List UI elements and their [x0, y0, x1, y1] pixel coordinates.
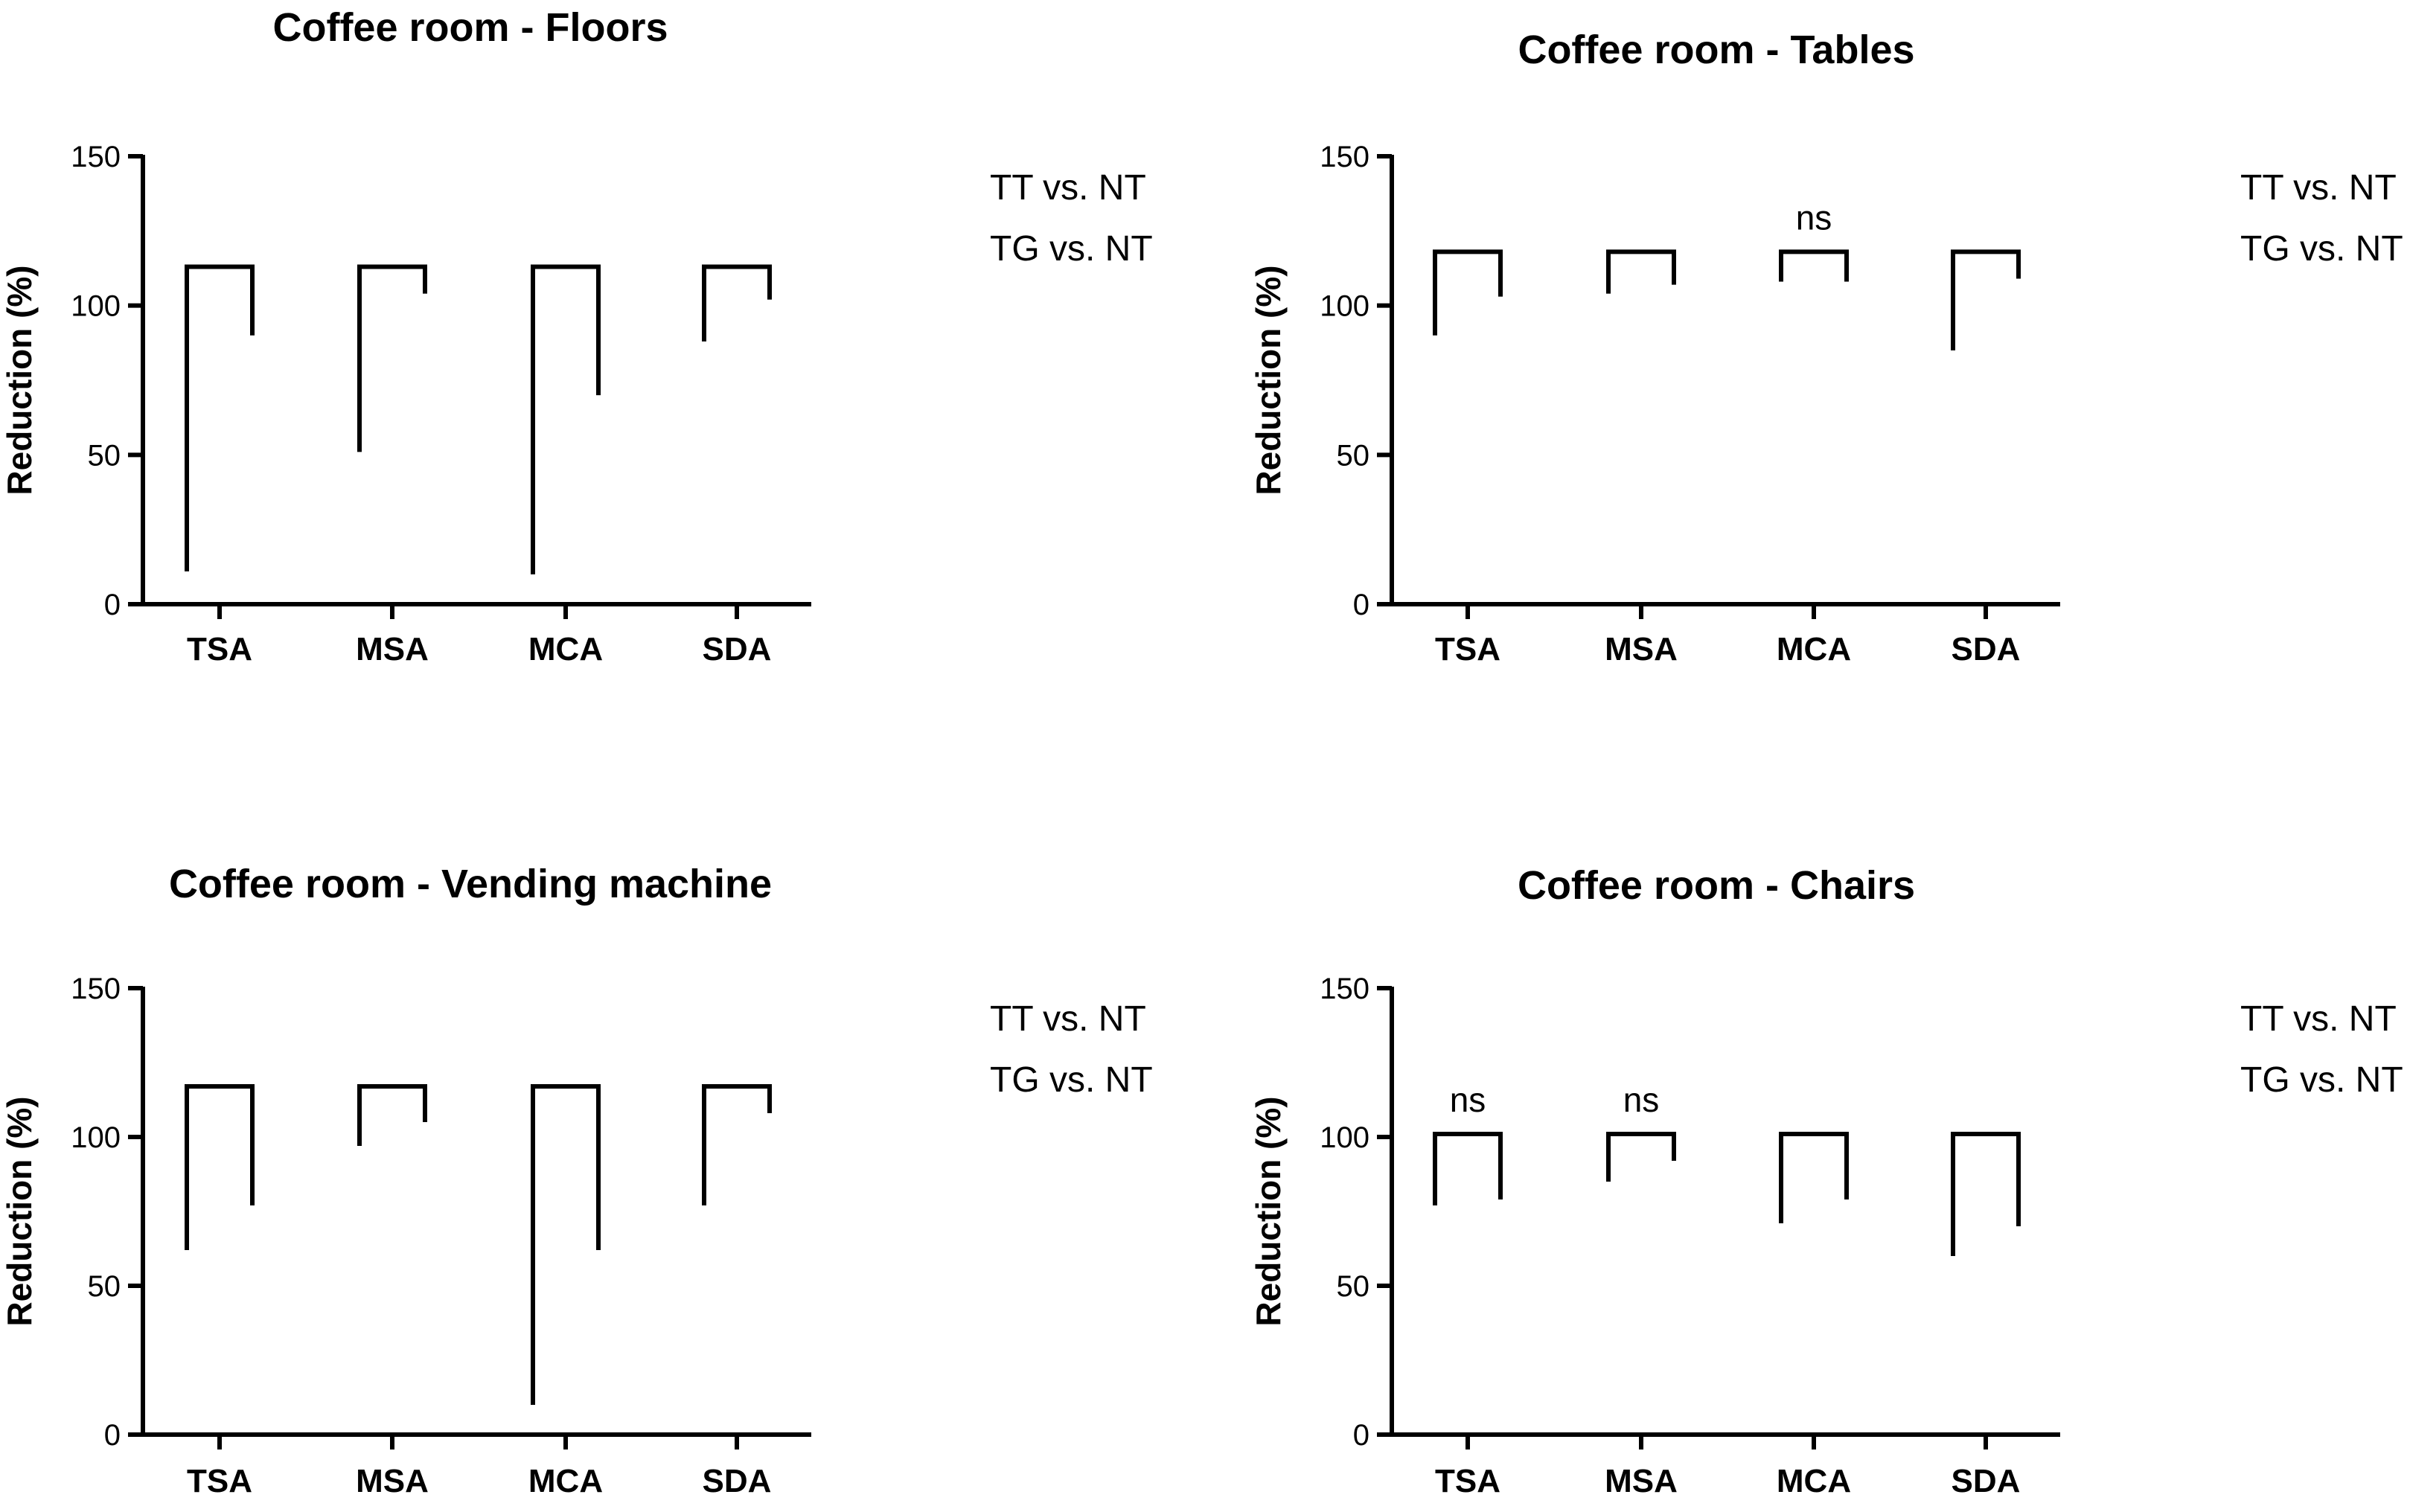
significance-bracket — [185, 1084, 255, 1250]
significance-bracket — [531, 1084, 601, 1405]
chart-panel-3: Coffee room - Vending machine 0 50 100 150 Re… — [0, 862, 1153, 1499]
x-tick-label: TSA — [1435, 631, 1500, 667]
y-tick-label: 50 — [88, 1270, 121, 1303]
y-tick-label: 100 — [1320, 290, 1369, 323]
x-tick-label: MCA — [528, 631, 603, 667]
significance-bracket — [1779, 249, 1849, 282]
y-axis-label: Reduction (%) — [0, 1096, 39, 1326]
significance-bracket — [702, 1084, 772, 1205]
legend-entry: TT vs. NT — [2240, 168, 2397, 208]
y-tick-label: 0 — [1353, 1419, 1369, 1452]
significance-bracket — [1433, 249, 1503, 336]
x-tick-label: MSA — [1605, 631, 1678, 667]
y-tick-label: 50 — [88, 439, 121, 472]
x-tick-label: MSA — [356, 631, 429, 667]
significance-bracket — [185, 264, 255, 571]
x-tick-label: TSA — [1435, 1463, 1500, 1499]
x-tick-label: MCA — [528, 1463, 603, 1499]
y-tick-label: 0 — [104, 1419, 121, 1452]
x-tick-label: SDA — [1952, 631, 2021, 667]
chart-title: Coffee room - Floors — [272, 5, 668, 50]
chart-title: Coffee room - Chairs — [1518, 863, 1915, 908]
significance-label: ns — [1796, 198, 1832, 237]
y-tick-label: 50 — [1337, 439, 1370, 472]
chart-title: Coffee room - Tables — [1518, 28, 1914, 72]
significance-label: ns — [1450, 1080, 1486, 1119]
legend-entry: TG vs. NT — [2240, 1060, 2403, 1100]
x-tick-label: TSA — [187, 1463, 252, 1499]
chart-panel-2: Coffee room - Tables 0 50 100 150 Reduction (… — [1249, 28, 2403, 667]
significance-bracket — [1779, 1132, 1849, 1223]
chart-title: Coffee room - Vending machine — [169, 862, 772, 906]
significance-bracket — [1606, 249, 1676, 294]
legend-entry: TG vs. NT — [990, 229, 1153, 269]
x-tick-label: SDA — [703, 1463, 772, 1499]
y-tick-label: 150 — [1320, 141, 1369, 173]
x-tick-label: SDA — [703, 631, 772, 667]
x-tick-label: MCA — [1777, 631, 1851, 667]
significance-bracket — [531, 264, 601, 574]
y-tick-label: 150 — [1320, 973, 1369, 1005]
legend-entry: TT vs. NT — [990, 999, 1146, 1039]
y-tick-label: 0 — [1353, 589, 1369, 621]
legend-entry: TG vs. NT — [990, 1060, 1153, 1100]
significance-label: ns — [1623, 1080, 1660, 1119]
y-tick-label: 50 — [1337, 1270, 1370, 1303]
significance-bracket — [1606, 1132, 1676, 1182]
x-tick-label: TSA — [187, 631, 252, 667]
chart-panel-4: Coffee room - Chairs 0 50 100 150 Reduction (… — [1249, 863, 2403, 1499]
significance-bracket — [1951, 249, 2021, 350]
y-tick-label: 0 — [104, 589, 121, 621]
y-axis-label: Reduction (%) — [1249, 1096, 1288, 1326]
y-tick-label: 100 — [71, 290, 121, 323]
legend-entry: TG vs. NT — [2240, 229, 2403, 269]
significance-bracket — [1951, 1132, 2021, 1256]
x-tick-label: MCA — [1777, 1463, 1851, 1499]
chart-panel-1: Coffee room - Floors 0 50 100 150 Reduction (… — [0, 5, 1153, 667]
legend-entry: TT vs. NT — [2240, 999, 2397, 1039]
y-axis-label: Reduction (%) — [0, 265, 39, 495]
x-tick-label: MSA — [356, 1463, 429, 1499]
significance-bracket — [702, 264, 772, 342]
x-tick-label: MSA — [1605, 1463, 1678, 1499]
x-tick-label: SDA — [1952, 1463, 2021, 1499]
y-tick-label: 100 — [71, 1121, 121, 1154]
significance-bracket — [357, 264, 427, 452]
significance-bracket — [357, 1084, 427, 1146]
y-axis-label: Reduction (%) — [1249, 265, 1288, 495]
y-tick-label: 150 — [71, 141, 121, 173]
y-tick-label: 100 — [1320, 1121, 1369, 1154]
significance-bracket — [1433, 1132, 1503, 1205]
y-tick-label: 150 — [71, 973, 121, 1005]
legend-entry: TT vs. NT — [990, 168, 1146, 208]
